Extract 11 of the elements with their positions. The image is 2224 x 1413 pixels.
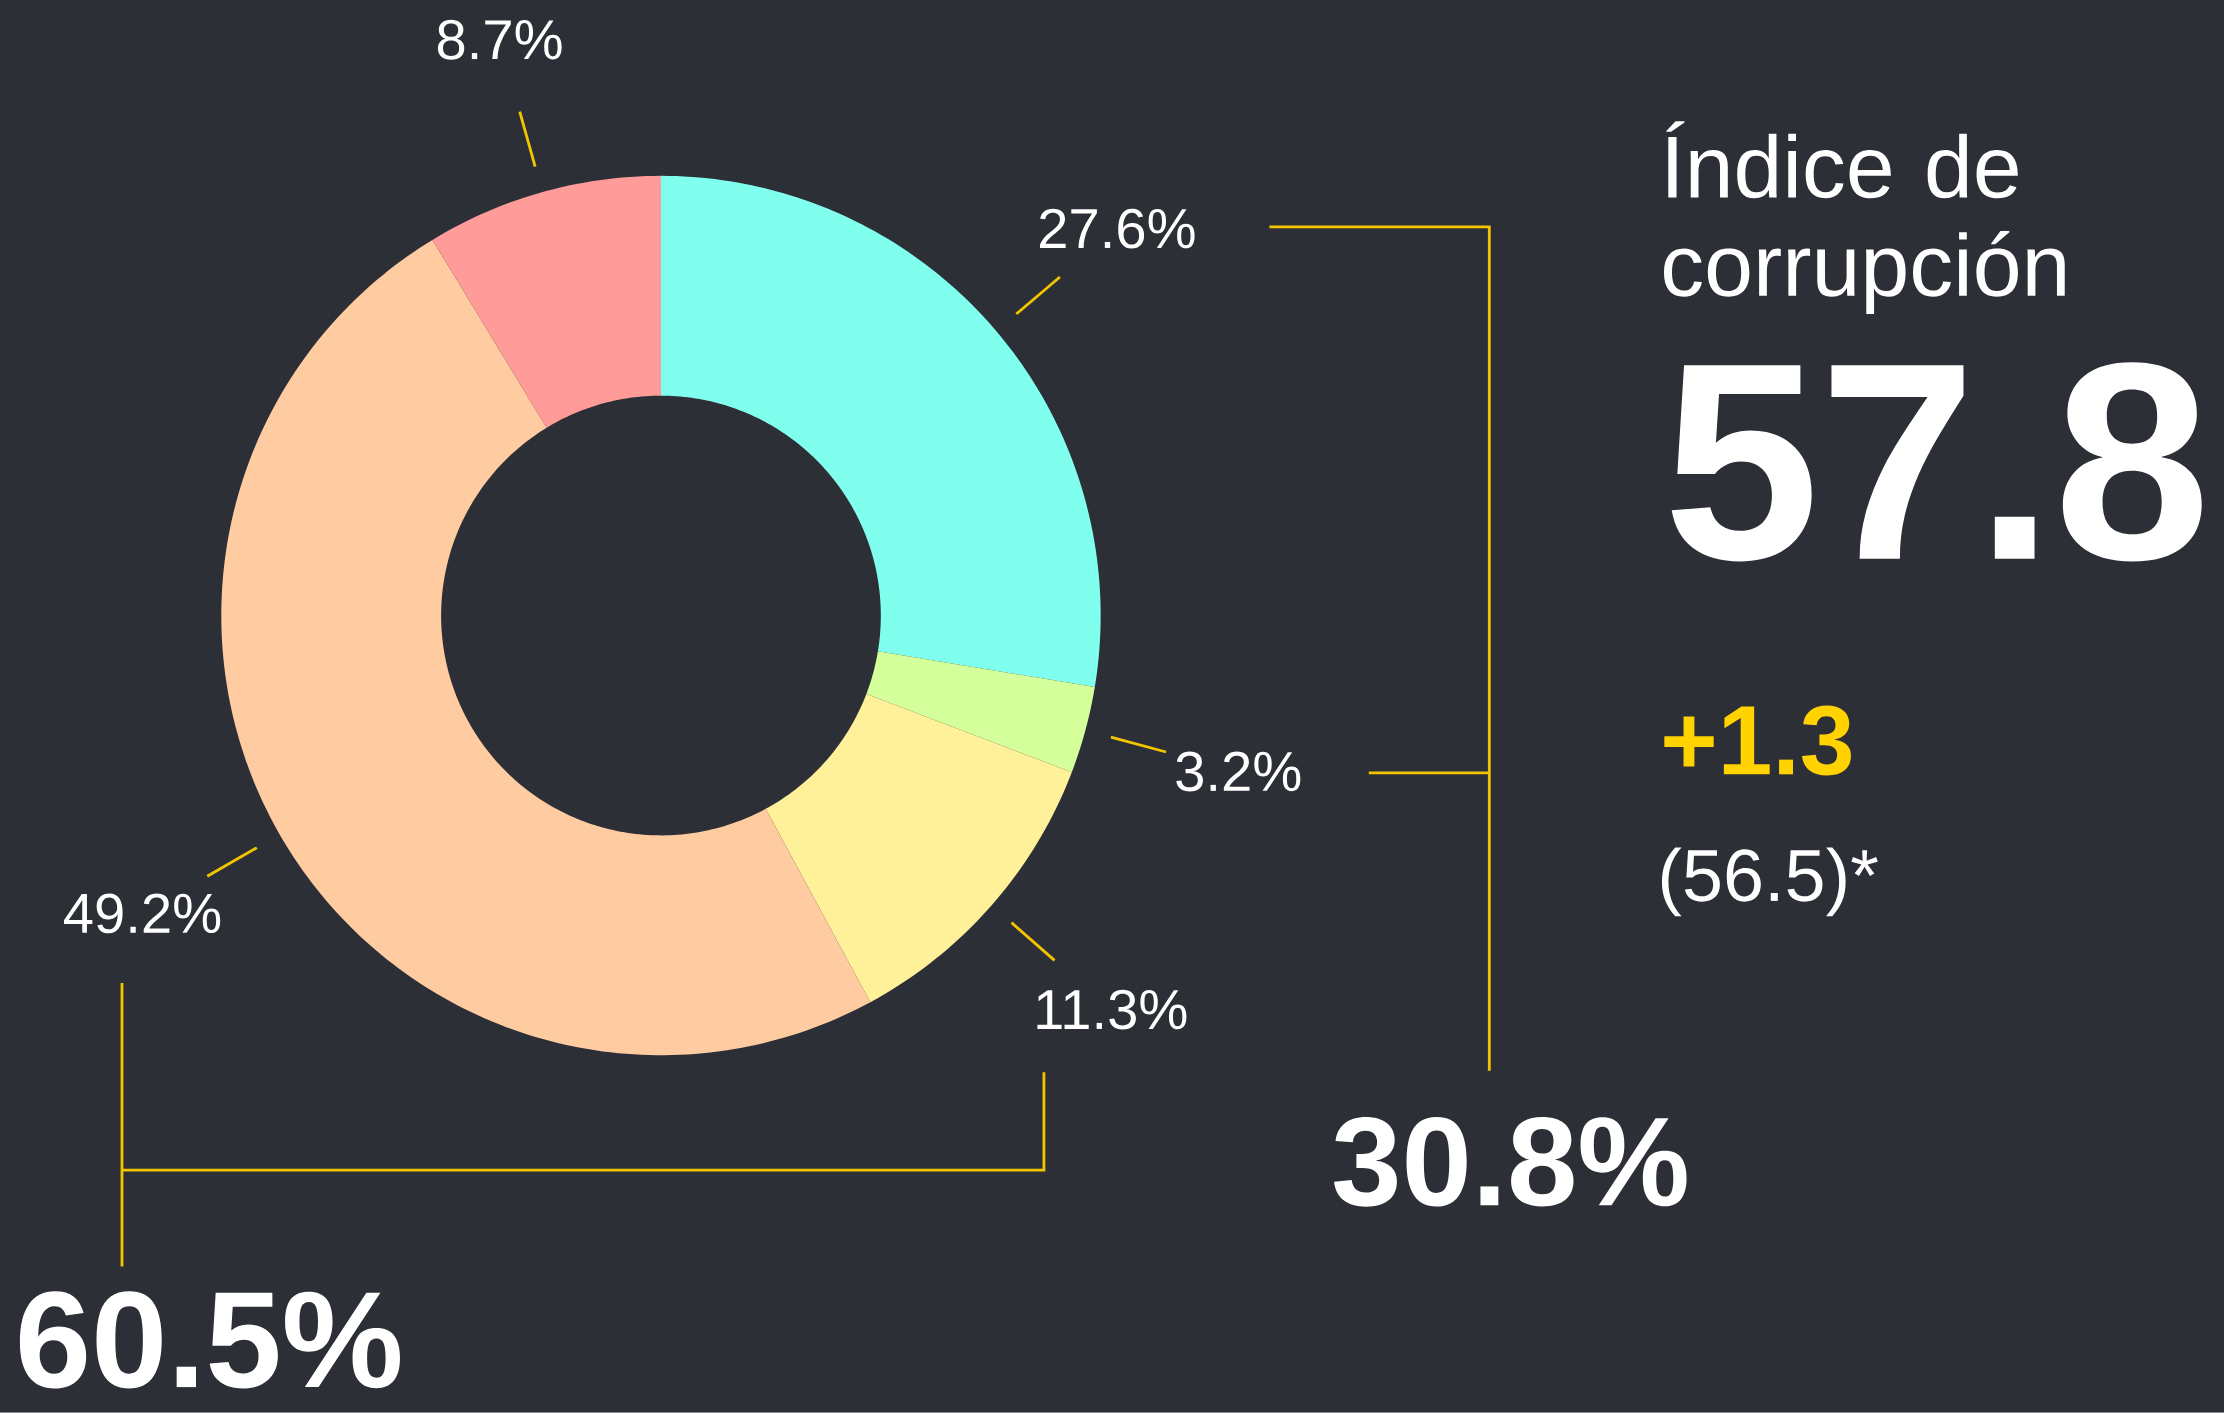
data-label: 8.7% — [437, 19, 562, 60]
text: 57.8 — [1671, 362, 2202, 562]
data-label: 11.3% — [1037, 989, 1187, 1030]
data-label: 3.2% — [1176, 751, 1301, 792]
data-label: 49.2% — [64, 893, 221, 934]
text: (56.5)* — [1661, 847, 1878, 917]
data-label: 27.6% — [1039, 208, 1195, 249]
text: 60.5% — [19, 1291, 400, 1389]
text: +1.3 — [1664, 705, 1851, 776]
text: 30.8% — [1334, 1117, 1687, 1207]
text: Índice de corrupción — [1663, 121, 2065, 315]
